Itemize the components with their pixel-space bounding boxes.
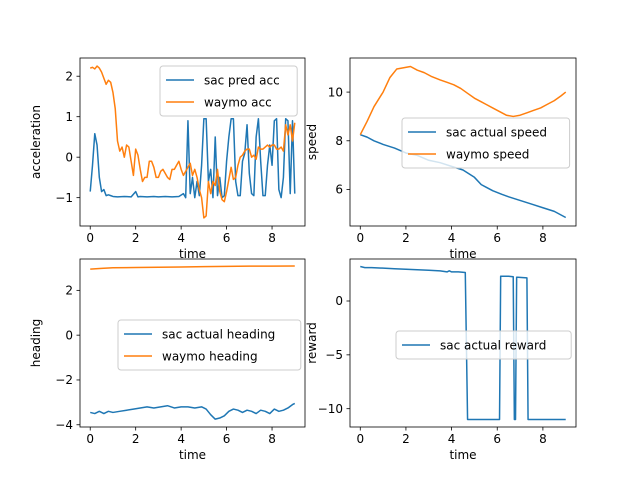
x-tick-label: 6 xyxy=(493,231,501,245)
legend: sac actual speed waymo speed xyxy=(401,117,571,169)
legend-label: sac actual reward xyxy=(440,339,546,353)
y-tick-label: 8 xyxy=(335,134,343,148)
y-axis-label: heading xyxy=(29,319,43,368)
y-tick-label: 10 xyxy=(328,85,343,99)
x-tick-label: 2 xyxy=(132,231,140,245)
legend: sac actual heading waymo heading xyxy=(117,319,302,371)
x-tick-label: 6 xyxy=(493,432,501,446)
y-tick-label: −10 xyxy=(318,402,343,416)
legend-box xyxy=(401,117,571,169)
x-tick-label: 8 xyxy=(539,432,547,446)
legend: sac pred acc waymo acc xyxy=(159,65,298,117)
legend-label: sac pred acc xyxy=(204,74,280,88)
y-tick-label: −4 xyxy=(55,418,73,432)
series-line-1 xyxy=(360,133,567,219)
x-axis-label: time xyxy=(449,448,476,462)
legend-label: sac actual heading xyxy=(162,328,275,342)
x-tick-label: 0 xyxy=(356,432,364,446)
x-tick-label: 4 xyxy=(448,231,456,245)
x-tick-label: 2 xyxy=(402,231,410,245)
y-tick-label: 0 xyxy=(335,294,343,308)
x-tick-label: 8 xyxy=(268,432,276,446)
x-axis-label: time xyxy=(449,247,476,261)
y-tick-label: 2 xyxy=(65,284,73,298)
subplot-4: 0 2 4 6 8 −10 −5 0 time reward sac actual reward xyxy=(305,258,577,462)
x-tick-label: 0 xyxy=(86,231,94,245)
legend-box xyxy=(117,319,302,371)
series-line-1 xyxy=(90,402,296,420)
subplot-3: 0 2 4 6 8 −4 −2 0 2 time heading sac actual heading… xyxy=(29,258,306,462)
legend: sac actual reward xyxy=(395,330,572,360)
series-line-2 xyxy=(89,65,296,219)
legend-label: waymo speed xyxy=(446,148,529,162)
axes-frame xyxy=(79,57,306,227)
series-line-1 xyxy=(89,117,296,199)
legend-label: waymo acc xyxy=(204,96,272,110)
x-tick-label: 2 xyxy=(402,432,410,446)
x-tick-label: 8 xyxy=(268,231,276,245)
y-tick-label: −1 xyxy=(55,191,73,205)
axes-frame xyxy=(79,258,306,428)
y-axis-label: speed xyxy=(305,124,319,160)
y-tick-label: 6 xyxy=(335,183,343,197)
y-axis-label: acceleration xyxy=(29,105,43,179)
y-tick-label: −2 xyxy=(55,373,73,387)
series-line-2 xyxy=(359,65,567,136)
x-tick-label: 6 xyxy=(223,432,231,446)
x-tick-label: 2 xyxy=(132,432,140,446)
legend-label: waymo heading xyxy=(162,350,258,364)
x-tick-label: 6 xyxy=(223,231,231,245)
y-tick-label: 0 xyxy=(65,328,73,342)
x-tick-label: 0 xyxy=(86,432,94,446)
x-tick-label: 0 xyxy=(356,231,364,245)
series-line-1 xyxy=(360,265,566,421)
x-tick-label: 4 xyxy=(177,231,185,245)
legend-box xyxy=(159,65,298,117)
axes-frame xyxy=(349,258,577,428)
legend-box xyxy=(395,330,572,360)
x-tick-label: 4 xyxy=(177,432,185,446)
x-axis-label: time xyxy=(179,247,206,261)
y-tick-label: 1 xyxy=(65,110,73,124)
legend-label: sac actual speed xyxy=(446,126,547,140)
y-tick-label: 0 xyxy=(65,150,73,164)
y-tick-label: 2 xyxy=(65,69,73,83)
subplot-2: 0 2 4 6 8 6 8 10 time speed sac actual speed waymo … xyxy=(305,57,577,261)
x-axis-label: time xyxy=(179,448,206,462)
x-tick-label: 8 xyxy=(539,231,547,245)
series-line-2 xyxy=(90,265,295,270)
y-tick-label: −5 xyxy=(325,348,343,362)
axes-frame xyxy=(349,57,577,227)
subplot-1: 0 2 4 6 8 −1 0 1 2 time acceleration sac pred acc wa… xyxy=(29,57,306,261)
x-tick-label: 4 xyxy=(448,432,456,446)
y-axis-label: reward xyxy=(305,322,319,364)
